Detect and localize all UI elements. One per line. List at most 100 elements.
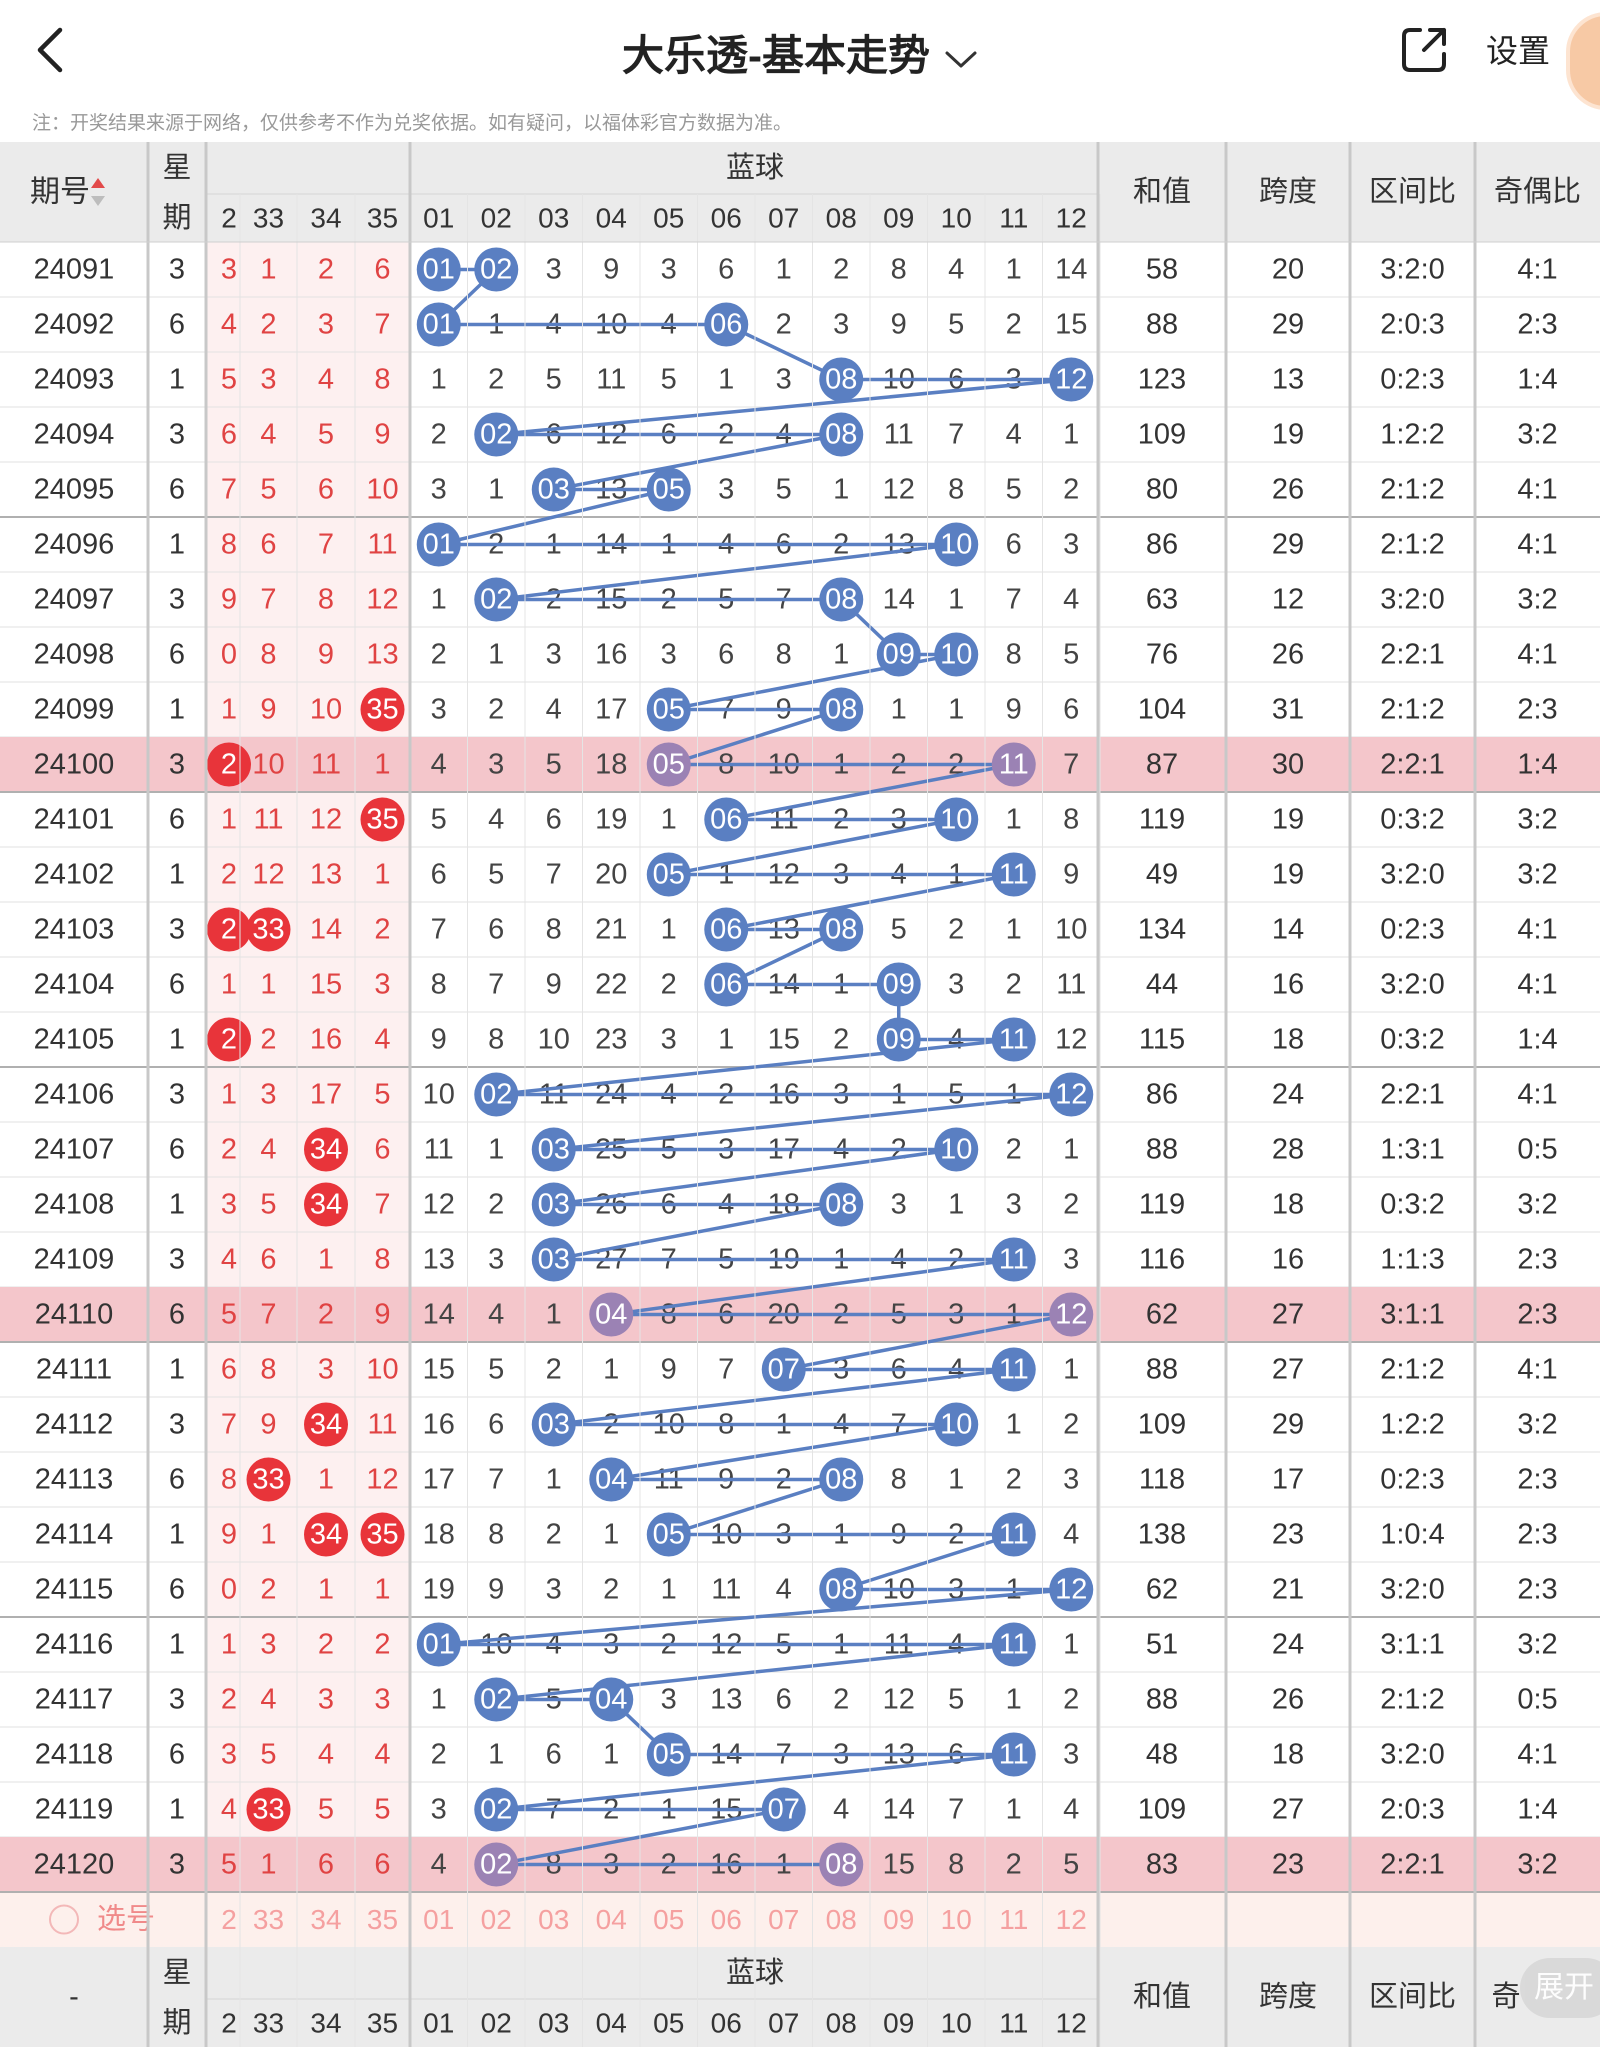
table-row[interactable]: 24101 6 1 11 12 35 5 4 6 19 1 11 2 3 1 8 119 19 0:3:2 3:2 [0,797,1600,848]
odd-even-ratio: 2:3 [1517,1574,1557,1606]
blue-miss-value: 11 [884,419,914,451]
table-row[interactable]: 24113 6 8 33 1 12 17 7 1 11 9 2 8 1 2 3 118 17 0:2:3 2:3 [0,1457,1600,1508]
zone-ratio: 2:2:1 [1380,1849,1445,1881]
select-radio[interactable] [49,1904,79,1935]
span-value: 18 [1272,1189,1304,1221]
sum-value: 51 [1146,1629,1178,1661]
span-value: 13 [1272,364,1304,396]
select-blue-number[interactable]: 09 [883,1904,914,1935]
blue-ball [531,1182,576,1227]
blue-ball [416,1622,461,1667]
table-row[interactable]: 24117 3 2 4 3 3 1 5 3 13 6 2 12 5 1 2 88 26 2:1:2 0:5 [0,1684,1600,1728]
blue-miss-value: 1 [603,1354,619,1386]
table-row[interactable]: 24092 6 4 2 3 7 1 4 10 4 2 3 9 5 2 15 88 29 2:0:3 2:3 [0,309,1600,353]
table-row[interactable]: 24111 1 6 8 3 10 15 5 2 1 9 7 3 6 4 1 88 27 2:1:2 4:1 [0,1354,1600,1398]
table-row[interactable]: 24114 1 9 1 34 35 18 8 2 1 10 3 1 9 2 4 138 23 1:0:4 2:3 [0,1512,1600,1563]
issue-number: 24093 [34,364,115,396]
blue-miss-value: 3 [1063,529,1079,561]
table-row[interactable]: 24094 3 6 4 5 9 2 6 12 6 2 4 11 7 4 1 109 19 1:2:2 3:2 [0,419,1600,463]
chevron-down-icon[interactable] [944,49,978,69]
blue-miss-value: 7 [488,1464,504,1496]
blue-hit-value: 05 [653,859,685,891]
select-front-number[interactable]: 2 [221,1904,237,1935]
span-value: 18 [1272,1024,1304,1056]
sum-value: 109 [1138,1409,1186,1441]
settings-button[interactable]: 设置 [1486,33,1551,69]
select-blue-number[interactable]: 11 [999,1904,1028,1935]
table-row[interactable]: 24091 3 3 1 2 6 3 9 3 6 1 2 8 4 1 14 58 20 3:2:0 4:1 [0,254,1600,298]
page-title[interactable]: 大乐透-基本走势 [622,32,930,79]
expand-button[interactable]: 展开 [1520,1958,1600,2018]
front-miss-value: 10 [366,1354,398,1386]
avatar[interactable] [1566,12,1600,110]
select-front-number[interactable]: 35 [367,1904,398,1935]
select-blue-number[interactable]: 02 [481,1904,512,1935]
front-miss-value: 10 [252,749,284,781]
front-miss-value: 5 [374,1794,390,1826]
select-blue-number[interactable]: 12 [1056,1904,1087,1935]
blue-hit-value: 02 [480,419,512,451]
table-row[interactable]: 24108 1 3 5 34 7 12 2 26 6 4 18 3 1 3 2 119 18 0:3:2 3:2 [0,1182,1600,1233]
table-row[interactable]: 24095 6 7 5 6 10 3 1 13 3 5 1 12 8 5 2 80 26 2:1:2 4:1 [0,474,1600,518]
week-day: 1 [169,1024,185,1056]
blue-ball [876,962,921,1007]
select-blue-number[interactable]: 04 [596,1904,627,1935]
odd-even-ratio: 2:3 [1517,1464,1557,1496]
table-row[interactable]: 24118 6 3 5 4 4 2 1 6 1 14 7 3 13 6 3 48 18 3:2:0 4:1 [0,1739,1600,1783]
week-day: 1 [169,1794,185,1826]
issue-number: 24103 [34,914,115,946]
blue-miss-value: 7 [1006,584,1022,616]
blue-hit-value: 02 [480,584,512,616]
blue-miss-value: 2 [431,419,447,451]
select-blue-number[interactable]: 10 [941,1904,972,1935]
issue-number: 24108 [34,1189,115,1221]
blue-hit-value: 03 [538,474,570,506]
blue-hit-value: 11 [999,1519,1029,1551]
table-row[interactable]: 24104 6 1 1 15 3 8 7 9 22 2 14 1 3 2 11 44 16 3:2:0 4:1 [0,969,1600,1013]
table-row[interactable]: 24105 1 2 2 16 4 9 8 10 23 3 1 15 2 4 12 115 18 0:3:2 1:4 [0,1017,1600,1068]
span-value: 23 [1272,1849,1304,1881]
select-blue-number[interactable]: 07 [768,1904,799,1935]
blue-miss-value: 3 [431,694,447,726]
sort-down-icon[interactable] [91,196,105,206]
front-col-header: 33 [253,203,284,234]
zone-ratio: 2:2:1 [1380,639,1445,671]
front-miss-value: 12 [252,859,284,891]
select-blue-number[interactable]: 05 [653,1904,684,1935]
front-miss-value: 5 [221,364,237,396]
select-blue-number[interactable]: 03 [538,1904,569,1935]
odd-even-ratio: 4:1 [1517,474,1557,506]
blue-hit-value: 03 [538,1134,570,1166]
issue-number: 24096 [34,529,115,561]
sort-up-icon[interactable] [91,178,105,188]
blue-miss-value: 2 [546,1354,562,1386]
front-miss-value: 1 [318,1464,334,1496]
select-label[interactable]: 选号 [97,1903,155,1936]
select-blue-number[interactable]: 01 [423,1904,454,1935]
chevron-left-icon[interactable] [30,24,74,76]
table-row[interactable]: 24093 1 5 3 4 8 1 2 5 11 5 1 3 10 6 3 123 13 0:2:3 1:4 [0,364,1600,408]
odd-even-ratio: 3:2 [1517,804,1557,836]
select-blue-number[interactable]: 08 [826,1904,857,1935]
table-row[interactable]: 24102 1 2 12 13 1 6 5 7 20 1 12 3 4 1 9 49 19 3:2:0 3:2 [0,859,1600,903]
share-icon[interactable] [1398,22,1452,76]
select-blue-number[interactable]: 06 [711,1904,742,1935]
table-row[interactable]: 24112 3 7 9 34 11 16 6 2 10 8 1 4 7 1 2 109 29 1:2:2 3:2 [0,1402,1600,1453]
table-row[interactable]: 24099 1 1 9 10 35 3 2 4 17 7 9 1 1 9 6 104 31 2:1:2 2:3 [0,687,1600,738]
odd-even-ratio: 3:2 [1517,584,1557,616]
blue-miss-value: 3 [488,1244,504,1276]
table-row[interactable]: 24098 6 0 8 9 13 2 1 3 16 3 6 8 1 8 5 76 26 2:2:1 4:1 [0,639,1600,683]
table-row[interactable]: 24107 6 2 4 34 6 11 1 25 5 3 17 4 2 2 1 88 28 1:3:1 0:5 [0,1127,1600,1178]
odd-even-ratio: 1:4 [1517,749,1557,781]
footer-blue-col: 06 [711,2008,742,2039]
issue-header[interactable]: 期号 [30,176,90,209]
table-row[interactable]: 24097 3 9 7 8 12 1 2 15 2 5 7 14 1 7 4 63 12 3:2:0 3:2 [0,584,1600,628]
span-value: 12 [1272,584,1304,616]
blue-miss-value: 1 [1006,1684,1022,1716]
red-ball [246,1787,291,1832]
blue-ball [819,1842,864,1887]
select-front-number[interactable]: 33 [253,1904,284,1935]
select-front-number[interactable]: 34 [310,1904,341,1935]
sum-value: 88 [1146,1684,1178,1716]
blue-hit-value: 01 [423,254,455,286]
